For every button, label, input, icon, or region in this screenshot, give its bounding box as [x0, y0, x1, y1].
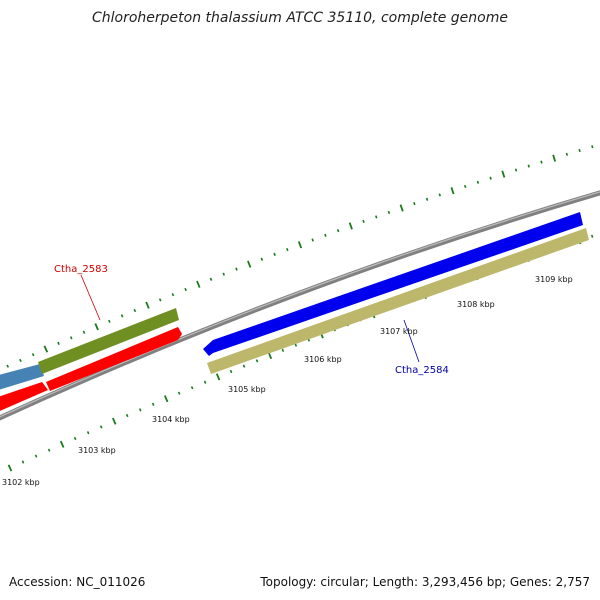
upper-minor-tick	[591, 145, 594, 149]
callout-ctha2583	[80, 274, 101, 321]
upper-minor-tick	[57, 341, 60, 345]
gene-olive-ctha2583	[38, 308, 179, 374]
upper-major-tick	[450, 187, 455, 195]
upper-minor-tick	[489, 176, 492, 180]
upper-minor-tick	[438, 193, 441, 197]
map-title: Chloroherpeton thalassium ATCC 35110, co…	[92, 10, 508, 26]
upper-minor-tick	[336, 229, 340, 233]
upper-minor-tick	[464, 184, 467, 189]
scale-label: 3106 kbp	[304, 355, 342, 364]
upper-minor-tick	[6, 364, 10, 368]
scale-labels: 3102 kbp 3103 kbp 3104 kbp 3105 kbp 3106 kbp…	[2, 275, 573, 487]
lower-minor-tick	[255, 359, 259, 363]
lower-minor-tick	[21, 460, 25, 464]
upper-minor-tick	[120, 314, 124, 318]
scale-label: 3109 kbp	[535, 275, 573, 284]
upper-major-tick	[247, 260, 252, 268]
lower-minor-tick	[203, 380, 207, 384]
upper-minor-tick	[565, 152, 569, 156]
gene-khaki-ctha2584	[207, 228, 589, 374]
upper-major-tick	[399, 204, 404, 212]
upper-minor-tick	[375, 215, 378, 219]
lower-major-tick	[7, 464, 13, 472]
upper-major-tick	[552, 154, 557, 162]
upper-minor-tick	[273, 252, 276, 256]
upper-tick-track	[6, 145, 594, 368]
lower-major-tick	[59, 440, 65, 448]
lower-minor-tick	[151, 402, 155, 406]
lower-major-tick	[163, 395, 169, 403]
upper-major-tick	[43, 345, 49, 353]
callout-ctha2584	[403, 319, 420, 363]
upper-major-tick	[94, 323, 99, 331]
lower-minor-tick	[73, 436, 77, 441]
upper-minor-tick	[69, 336, 73, 340]
upper-minor-tick	[82, 330, 86, 334]
gene-blue-reverse	[203, 212, 583, 356]
upper-minor-tick	[260, 257, 264, 261]
genome-backbone-highlight	[0, 191, 600, 418]
lower-minor-tick	[242, 364, 246, 368]
gene-red-left	[0, 382, 48, 411]
lower-minor-tick	[34, 454, 38, 458]
upper-minor-tick	[19, 358, 22, 363]
upper-minor-tick	[425, 197, 429, 201]
lower-minor-tick	[86, 431, 90, 435]
upper-minor-tick	[540, 160, 543, 164]
lower-minor-tick	[47, 448, 51, 452]
upper-minor-tick	[108, 319, 111, 323]
lower-minor-tick	[590, 234, 594, 238]
lower-minor-tick	[125, 413, 129, 418]
upper-minor-tick	[235, 267, 238, 271]
upper-minor-tick	[209, 277, 213, 281]
upper-major-tick	[145, 301, 150, 309]
scale-label: 3105 kbp	[228, 385, 266, 394]
upper-minor-tick	[222, 272, 226, 276]
scale-label: 3102 kbp	[2, 478, 40, 487]
upper-minor-tick	[527, 164, 530, 168]
upper-minor-tick	[286, 247, 289, 252]
upper-minor-tick	[324, 233, 327, 237]
upper-minor-tick	[133, 308, 137, 313]
lower-minor-tick	[281, 348, 285, 352]
gene-steel-left	[0, 364, 44, 390]
upper-minor-tick	[184, 287, 187, 292]
genome-summary-text: Topology: circular; Length: 3,293,456 bp…	[260, 575, 590, 589]
upper-minor-tick	[413, 202, 416, 206]
genome-backbone	[0, 190, 600, 421]
lower-minor-tick	[99, 425, 103, 429]
upper-major-tick	[501, 170, 506, 178]
lower-minor-tick	[190, 386, 194, 390]
upper-minor-tick	[514, 168, 518, 172]
gene-label-ctha2584: Ctha_2584	[395, 365, 449, 376]
lower-minor-tick	[229, 369, 233, 374]
lower-minor-tick	[177, 391, 181, 395]
upper-minor-tick	[476, 180, 480, 184]
scale-label: 3104 kbp	[152, 415, 190, 424]
scale-label: 3108 kbp	[457, 300, 495, 309]
upper-minor-tick	[158, 298, 162, 302]
lower-major-tick	[111, 417, 117, 425]
gene-red-forward	[46, 327, 182, 391]
lower-minor-tick	[138, 408, 142, 412]
lower-major-tick	[215, 373, 221, 381]
gene-label-ctha2583: Ctha_2583	[54, 264, 108, 275]
scale-label: 3107 kbp	[380, 327, 418, 336]
upper-minor-tick	[171, 293, 175, 297]
upper-major-tick	[196, 280, 201, 288]
upper-minor-tick	[311, 238, 314, 242]
accession-text: Accession: NC_011026	[9, 575, 146, 589]
lower-minor-tick	[294, 343, 298, 347]
upper-major-tick	[348, 222, 353, 230]
upper-minor-tick	[362, 219, 365, 224]
upper-minor-tick	[578, 148, 581, 153]
upper-minor-tick	[387, 210, 391, 215]
upper-minor-tick	[31, 353, 35, 357]
upper-major-tick	[297, 241, 303, 249]
scale-label: 3103 kbp	[78, 446, 116, 455]
